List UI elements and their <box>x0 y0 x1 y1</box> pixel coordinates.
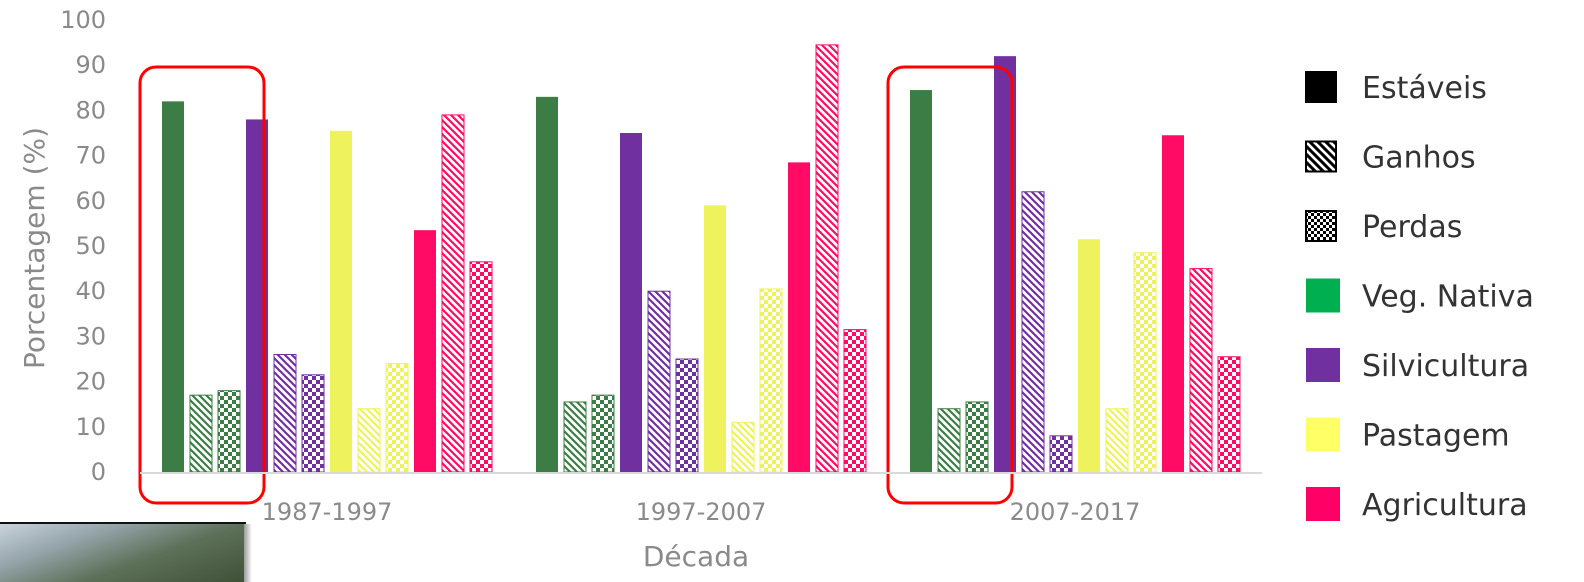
legend-label: Estáveis <box>1362 71 1487 106</box>
y-tick-label: 60 <box>75 187 106 215</box>
x-axis: 1987-1997 1997-2007 2007-2017 <box>140 472 1262 526</box>
bar <box>441 114 465 473</box>
bar <box>217 390 241 473</box>
bar <box>357 408 381 473</box>
bar <box>273 353 297 473</box>
bar <box>731 421 755 473</box>
highlight-box <box>886 65 1014 505</box>
x-tick-label: 1997-2007 <box>636 498 767 526</box>
y-tick-label: 10 <box>75 413 106 441</box>
y-tick-label: 90 <box>75 51 106 79</box>
bar <box>563 401 587 473</box>
bar <box>469 261 493 473</box>
bar <box>1021 191 1045 473</box>
bar <box>1133 252 1157 473</box>
bar <box>815 44 839 473</box>
legend-label: Ganhos <box>1362 141 1476 176</box>
bar <box>189 394 213 473</box>
bar <box>1162 135 1184 472</box>
bar <box>620 133 642 472</box>
bar <box>965 401 989 473</box>
legend-label: Silvicultura <box>1362 349 1529 384</box>
bar <box>788 162 810 472</box>
y-tick-label: 30 <box>75 322 106 350</box>
bar <box>1049 435 1073 473</box>
legend-label: Perdas <box>1362 210 1462 245</box>
legend-swatch <box>1306 278 1340 313</box>
bar <box>675 358 699 473</box>
y-tick-label: 100 <box>60 6 106 34</box>
bar <box>330 130 352 473</box>
bar <box>843 329 867 473</box>
bar <box>910 90 932 472</box>
legend-swatch <box>1306 417 1340 452</box>
y-tick-label: 40 <box>75 277 106 305</box>
y-tick-label: 70 <box>75 142 106 170</box>
y-tick-label: 80 <box>75 96 106 124</box>
bar <box>1105 408 1129 473</box>
x-tick-label: 1987-1997 <box>262 498 393 526</box>
y-axis: 0 10 20 30 40 50 60 70 80 90 100 <box>60 6 106 486</box>
legend-swatch <box>1306 487 1340 521</box>
x-axis-title: Década <box>643 540 749 573</box>
bar <box>759 288 783 473</box>
legend-swatch <box>1305 210 1337 242</box>
bar <box>536 96 558 472</box>
bars-group <box>162 44 1241 473</box>
bar <box>162 101 184 473</box>
x-tick-label: 2007-2017 <box>1010 498 1141 526</box>
legend-label: Veg. Nativa <box>1362 280 1534 315</box>
y-axis-title: Porcentagem (%) <box>18 127 51 369</box>
legend-label: Pastagem <box>1362 419 1510 454</box>
bar <box>647 290 671 473</box>
bar <box>1217 356 1241 473</box>
photo-thumbnail <box>0 522 252 582</box>
legend-swatch <box>1305 140 1337 173</box>
bar <box>1189 268 1213 473</box>
legend-label: Agricultura <box>1362 488 1528 523</box>
highlight-box <box>138 65 266 505</box>
bar <box>591 394 615 473</box>
legend-swatch <box>1305 71 1337 103</box>
y-tick-label: 50 <box>75 232 106 260</box>
highlight-boxes <box>138 65 1014 505</box>
y-tick-label: 0 <box>91 458 106 486</box>
bar <box>937 408 961 473</box>
bar <box>385 363 409 473</box>
bar <box>704 205 726 472</box>
bar <box>1078 239 1100 472</box>
legend: Estáveis Ganhos Perdas Veg. Nativa Silvicult… <box>1305 71 1534 523</box>
legend-swatch <box>1306 348 1340 382</box>
bar <box>301 374 325 473</box>
y-tick-label: 20 <box>75 368 106 396</box>
bar <box>414 230 436 472</box>
